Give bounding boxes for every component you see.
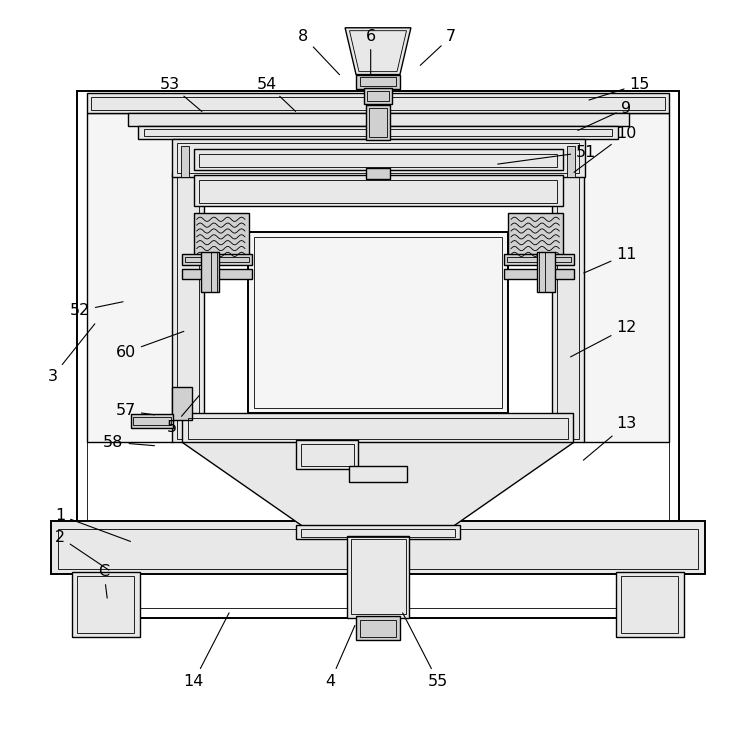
Bar (194, 175, 563, 206)
Bar (356, 616, 400, 640)
Bar (254, 237, 502, 408)
Text: 57: 57 (116, 404, 154, 418)
Bar (351, 539, 406, 614)
Bar (508, 213, 563, 257)
Text: 1: 1 (55, 508, 131, 542)
Text: 15: 15 (589, 77, 650, 100)
Bar (367, 91, 389, 101)
Bar (504, 269, 574, 279)
Bar (138, 126, 618, 139)
Bar (177, 143, 579, 173)
Bar (131, 414, 173, 428)
Bar (538, 252, 555, 292)
Text: 55: 55 (403, 613, 448, 689)
Polygon shape (182, 442, 574, 528)
Bar (364, 88, 392, 104)
Bar (360, 77, 396, 86)
Text: 3: 3 (48, 324, 94, 384)
Text: 8: 8 (299, 29, 339, 75)
Bar (194, 149, 563, 170)
Bar (621, 576, 677, 633)
Bar (583, 113, 669, 442)
Polygon shape (345, 28, 411, 75)
Text: 58: 58 (103, 435, 154, 450)
Text: 60: 60 (116, 331, 184, 360)
Bar (172, 173, 204, 442)
Text: 4: 4 (325, 625, 355, 689)
Bar (507, 257, 571, 262)
Bar (557, 177, 579, 439)
Bar (296, 525, 460, 539)
Text: 11: 11 (584, 247, 637, 273)
Bar (144, 129, 612, 136)
Bar (77, 91, 679, 618)
Bar (199, 180, 557, 203)
Bar (356, 75, 400, 89)
Text: 13: 13 (584, 417, 637, 461)
Bar (201, 252, 218, 292)
Bar (87, 101, 669, 608)
Text: 53: 53 (160, 77, 202, 112)
Bar (539, 252, 544, 292)
Bar (194, 213, 249, 257)
Bar (87, 93, 669, 113)
Text: 5: 5 (167, 395, 200, 435)
Bar (185, 257, 249, 262)
Bar (248, 232, 508, 413)
Bar (182, 413, 573, 442)
Bar (57, 529, 699, 569)
Bar (73, 572, 140, 637)
Bar (360, 620, 396, 637)
Text: 12: 12 (571, 320, 637, 357)
Bar (366, 105, 390, 140)
Bar (367, 168, 389, 179)
Bar (296, 440, 358, 469)
Bar (91, 97, 665, 110)
Bar (133, 417, 171, 425)
Text: 51: 51 (497, 145, 596, 164)
Bar (616, 572, 683, 637)
Text: 54: 54 (257, 77, 296, 111)
Bar (188, 418, 568, 439)
Text: 6: 6 (366, 29, 376, 74)
Text: 2: 2 (55, 530, 109, 570)
Bar (212, 252, 217, 292)
Text: 14: 14 (184, 613, 229, 689)
Bar (51, 521, 705, 574)
Bar (199, 154, 557, 167)
Text: C: C (98, 564, 110, 598)
Bar (172, 139, 585, 177)
Bar (177, 177, 199, 439)
Bar (172, 387, 192, 420)
Bar (128, 113, 629, 126)
Text: 10: 10 (574, 126, 637, 173)
Bar (182, 254, 252, 265)
Text: 52: 52 (70, 302, 123, 318)
Bar (77, 576, 134, 633)
Bar (301, 529, 455, 537)
Bar (552, 173, 584, 442)
Bar (369, 108, 387, 137)
Bar (182, 269, 252, 279)
Bar (566, 146, 575, 177)
Bar (347, 536, 410, 618)
Bar (87, 113, 173, 442)
Text: 9: 9 (578, 101, 631, 130)
Bar (181, 146, 190, 177)
Bar (504, 254, 574, 265)
Bar (301, 444, 354, 466)
Bar (349, 466, 407, 482)
Text: 7: 7 (420, 29, 456, 65)
